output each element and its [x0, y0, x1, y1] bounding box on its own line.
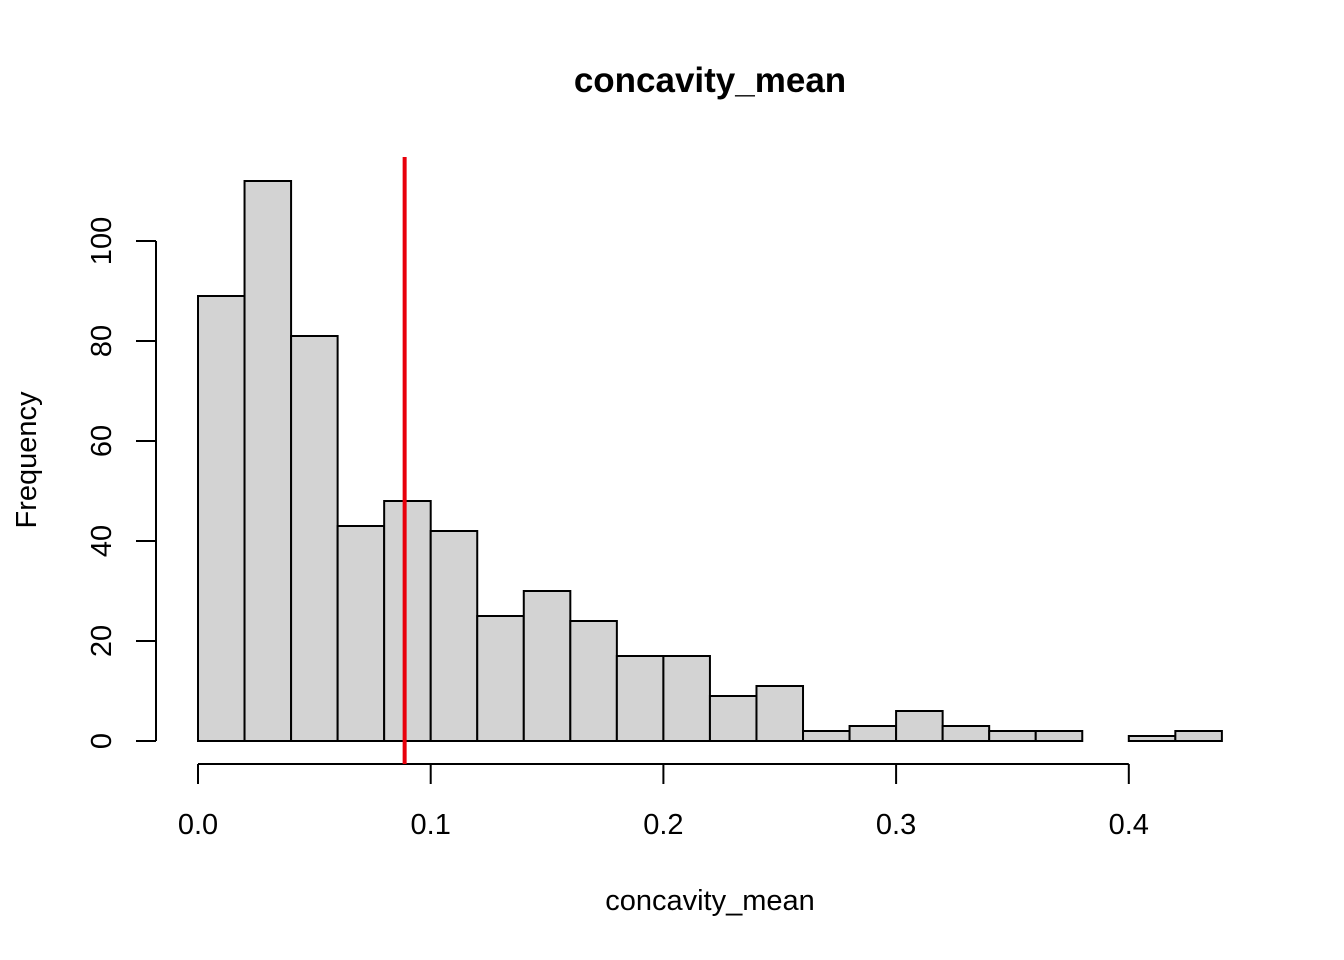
x-tick-label: 0.0 — [178, 809, 218, 841]
histogram-bar — [755, 685, 805, 742]
histogram-bar — [988, 730, 1037, 742]
histogram-bar — [848, 725, 898, 742]
histogram-bar — [336, 525, 386, 742]
x-tick-label: 0.4 — [1109, 809, 1149, 841]
histogram-bar — [615, 655, 665, 742]
histogram-bar — [1127, 735, 1177, 742]
y-axis-label: Frequency — [11, 391, 43, 529]
histogram-bar — [708, 695, 758, 742]
histogram-bar — [941, 725, 991, 742]
y-tick-label: 0 — [86, 733, 118, 749]
histogram-bar — [383, 500, 432, 742]
histogram-bar — [290, 335, 339, 742]
histogram-bar — [429, 530, 479, 742]
histogram-bar — [197, 295, 246, 742]
histogram-bars — [197, 180, 1223, 742]
x-axis: 0.0 0.1 0.2 0.3 0.4 — [178, 763, 1149, 841]
histogram-bar — [569, 620, 618, 742]
y-tick-label: 40 — [86, 525, 118, 557]
histogram-bar — [522, 590, 572, 742]
histogram-bar — [1174, 730, 1223, 742]
chart-title: concavity_mean — [574, 61, 846, 100]
x-tick-label: 0.2 — [643, 809, 683, 841]
histogram-bar — [802, 730, 851, 742]
y-tick-label: 100 — [86, 217, 118, 265]
y-axis: 0 20 40 60 80 100 — [86, 217, 157, 749]
x-tick-label: 0.3 — [876, 809, 916, 841]
y-tick-label: 60 — [86, 425, 118, 457]
x-tick-label: 0.1 — [411, 809, 451, 841]
histogram-bar — [662, 655, 711, 742]
x-axis-label: concavity_mean — [605, 885, 815, 917]
histogram-bar — [476, 615, 525, 742]
y-tick-label: 20 — [86, 625, 118, 657]
histogram-bar — [243, 180, 293, 742]
histogram-bar — [895, 710, 944, 742]
histogram-bar — [1034, 730, 1084, 742]
y-tick-label: 80 — [86, 325, 118, 357]
